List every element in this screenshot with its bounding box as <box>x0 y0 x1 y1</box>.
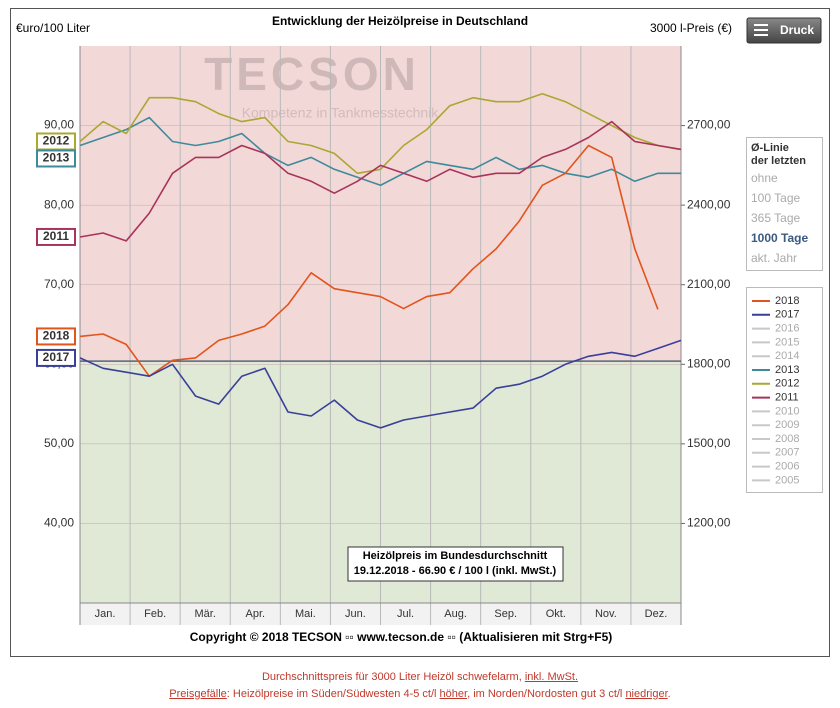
y-axis-label: €uro/100 Liter <box>16 21 90 35</box>
legend-label[interactable]: 2005 <box>775 474 799 486</box>
y2-axis-label: 3000 l-Preis (€) <box>650 21 732 35</box>
legend-label[interactable]: 2007 <box>775 447 799 459</box>
annotation-text: 19.12.2018 - 66.90 € / 100 l (inkl. MwSt… <box>354 565 557 577</box>
year-label: 2012 <box>43 134 70 148</box>
footer-line: Durchschnittspreis für 3000 Liter Heizöl… <box>0 671 840 683</box>
footer-link[interactable]: niedriger <box>625 688 668 700</box>
watermark-slogan: Kompetenz in Tankmesstechnik <box>242 105 440 121</box>
x-tick-label: Aug. <box>444 608 467 620</box>
footer-line: Preisgefälle: Heizölpreise im Süden/Südw… <box>0 688 840 700</box>
x-tick-label: Apr. <box>246 608 266 620</box>
legend-label[interactable]: 2015 <box>775 336 799 348</box>
average-panel <box>746 137 823 271</box>
y-tick-label: 70,00 <box>44 277 74 291</box>
series-line <box>79 92 682 175</box>
button-label[interactable]: Druck <box>780 23 814 37</box>
y-tick-label: 90,00 <box>44 118 74 132</box>
series-line <box>79 144 659 377</box>
panel-option[interactable]: 365 Tage <box>751 211 800 225</box>
chart: Entwicklung der Heizölpreise in Deutschl… <box>10 8 830 657</box>
series-line <box>79 116 681 187</box>
annotation-text: Heizölpreis im Bundesdurchschnitt <box>363 550 548 562</box>
watermark: TECSON <box>204 48 420 100</box>
legend-label[interactable]: 2013 <box>775 364 799 376</box>
footer-link[interactable]: Preisgefälle <box>169 688 227 700</box>
y2-tick-label: 2700,00 <box>687 118 731 132</box>
series-line <box>79 339 682 429</box>
year-box <box>36 227 76 246</box>
legend-label[interactable]: 2011 <box>775 392 799 404</box>
x-tick-label: Feb. <box>144 608 166 620</box>
legend-label[interactable]: 2010 <box>775 405 799 417</box>
legend-label[interactable]: 2017 <box>775 309 799 321</box>
panel-option[interactable]: 100 Tage <box>751 191 800 205</box>
chart-title: Entwicklung der Heizölpreise in Deutschl… <box>272 14 528 28</box>
print-button[interactable]: Druck <box>746 17 822 44</box>
x-tick-label: Dez. <box>645 608 668 620</box>
x-tick-label: Jul. <box>397 608 414 620</box>
legend-label[interactable]: 2009 <box>775 419 799 431</box>
legend-label[interactable]: 2008 <box>775 433 799 445</box>
year-label: 2018 <box>43 329 70 343</box>
footer-link[interactable]: höher <box>439 688 468 700</box>
y2-tick-label: 1200,00 <box>687 516 731 530</box>
footer-text: , im Norden/Nordosten gut 3 ct/l <box>467 688 626 700</box>
legend-label[interactable]: 2014 <box>775 350 799 362</box>
legend <box>746 287 823 493</box>
icon <box>754 34 768 36</box>
series-line <box>79 120 682 242</box>
legend-label[interactable]: 2006 <box>775 461 799 473</box>
panel-option[interactable]: 1000 Tage <box>751 231 808 245</box>
year-box <box>36 348 76 367</box>
panel-title: der letzten <box>751 155 806 167</box>
y2-tick-label: 1500,00 <box>687 436 731 450</box>
year-box <box>36 149 76 168</box>
x-tick-label: Mär. <box>195 608 216 620</box>
icon <box>754 24 768 26</box>
x-tick-label: Sep. <box>494 608 517 620</box>
panel-title: Ø-Linie <box>751 142 789 154</box>
y2-tick-label: 2400,00 <box>687 197 731 211</box>
footer-text: : Heizölpreise im Süden/Südwesten 4-5 ct… <box>226 688 440 700</box>
y2-tick-label: 1800,00 <box>687 356 731 370</box>
legend-label[interactable]: 2018 <box>775 295 799 307</box>
y-tick-label: 80,00 <box>44 197 74 211</box>
legend-label[interactable]: 2012 <box>775 378 799 390</box>
copyright: Copyright © 2018 TECSON ▫▫ www.tecson.de… <box>190 630 613 644</box>
y-tick-label: 40,00 <box>44 516 74 530</box>
year-label: 2011 <box>43 229 69 243</box>
annotation-box <box>347 546 564 582</box>
panel-option[interactable]: akt. Jahr <box>751 251 797 265</box>
y2-tick-label: 2100,00 <box>687 277 731 291</box>
legend-label[interactable]: 2016 <box>775 323 799 335</box>
footer-text: Durchschnittspreis für 3000 Liter Heizöl… <box>261 671 525 683</box>
year-label: 2017 <box>43 350 70 364</box>
year-box <box>36 327 76 346</box>
panel-option[interactable]: ohne <box>751 171 778 185</box>
x-tick-label: Nov. <box>595 608 617 620</box>
year-label: 2013 <box>43 151 70 165</box>
footer-link[interactable]: inkl. MwSt. <box>524 671 579 683</box>
y-tick-label: 50,00 <box>44 436 74 450</box>
x-tick-label: Mai. <box>295 608 316 620</box>
footer-text: . <box>667 688 671 700</box>
x-tick-label: Okt. <box>546 608 566 620</box>
x-tick-label: Jun. <box>345 608 366 620</box>
x-tick-label: Jan. <box>95 608 116 620</box>
icon <box>754 29 768 31</box>
